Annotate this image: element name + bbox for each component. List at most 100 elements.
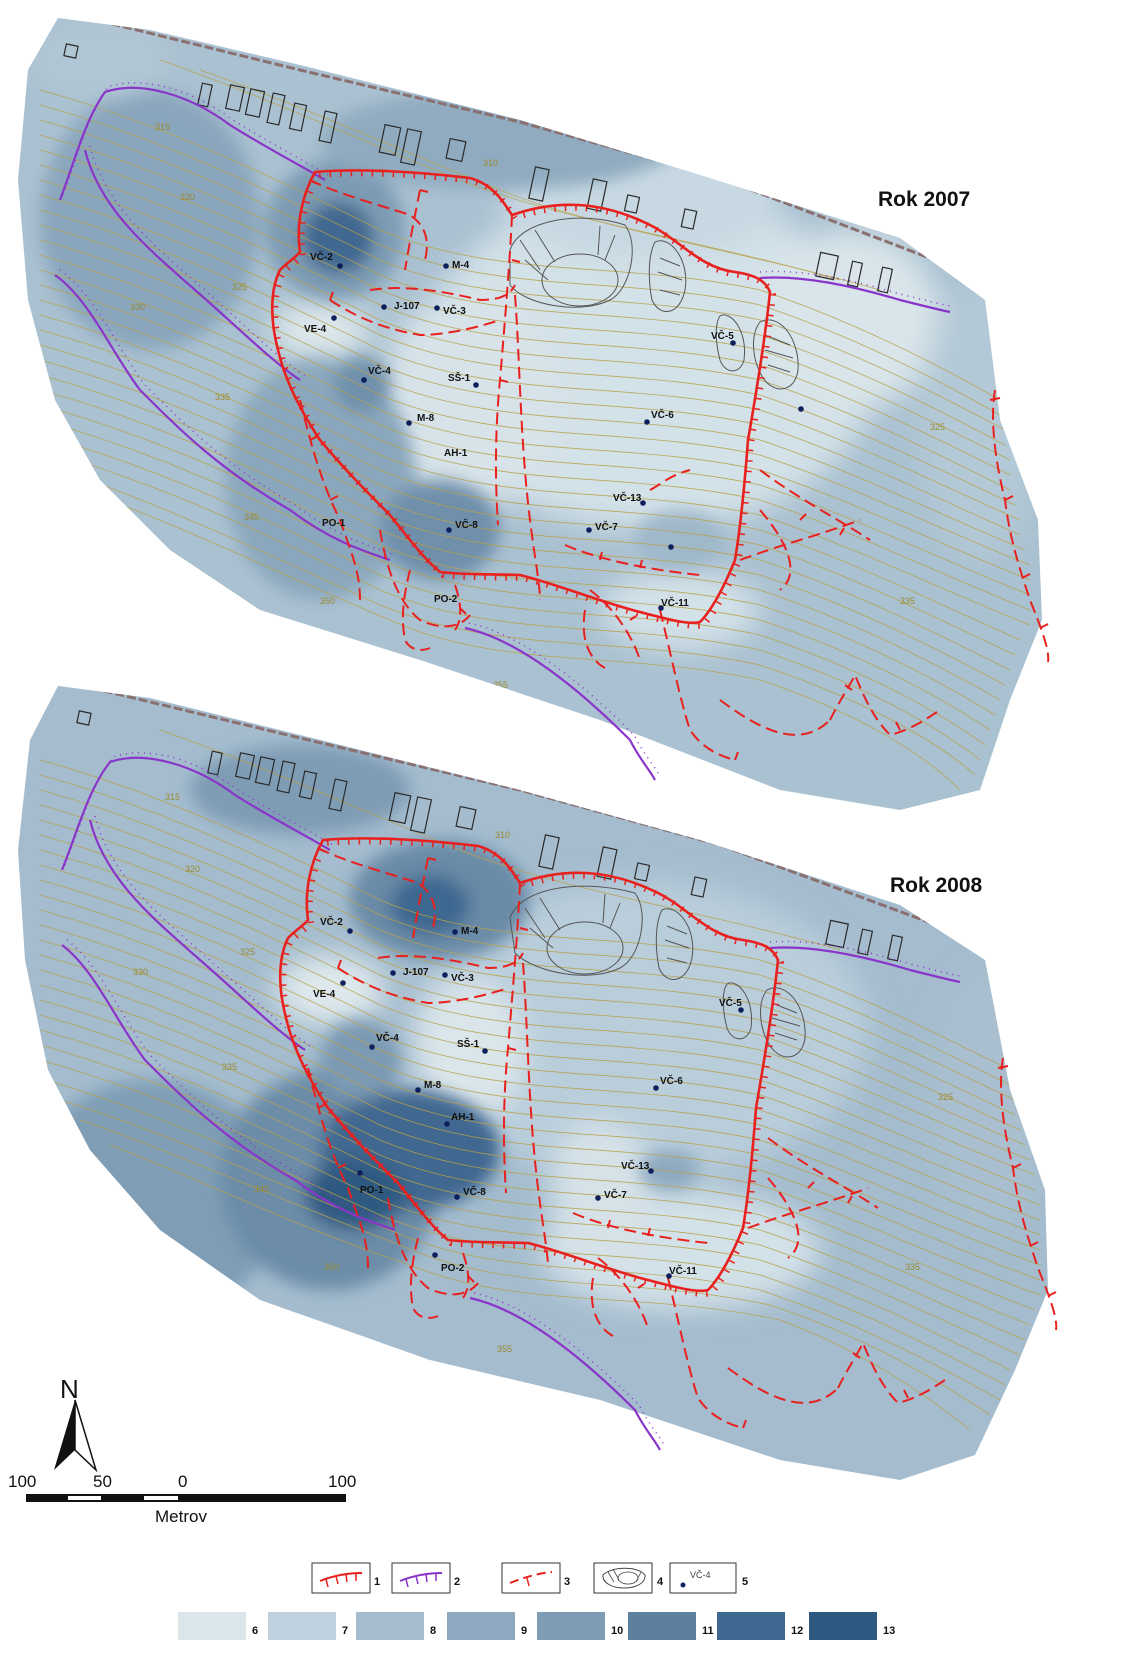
north-label: N [60, 1374, 79, 1404]
well-label: VE-4 [313, 989, 336, 1000]
legend-class-swatch [356, 1612, 424, 1640]
contour-label: 330 [133, 967, 148, 977]
contour-label: 350 [324, 1262, 339, 1272]
legend-class-num: 11 [702, 1625, 714, 1637]
main-scarp-2008 [278, 837, 785, 1297]
well-label: M-4 [461, 926, 479, 937]
well-label: VČ-5 [719, 996, 742, 1009]
well-label: VČ-8 [455, 518, 478, 531]
well-point [444, 1121, 450, 1127]
contour-label: 335 [215, 392, 230, 402]
legend-num: 1 [374, 1576, 380, 1588]
contour-label: 315 [155, 122, 170, 132]
contour-label: 330 [130, 302, 145, 312]
legend-class-swatch [628, 1612, 696, 1640]
contour-lines-2007 [39, 59, 1031, 791]
legend-num: 2 [454, 1576, 460, 1588]
legend-class-num: 10 [611, 1625, 623, 1637]
map-title-2008: Rok 2008 [890, 874, 983, 897]
contour-label: 345 [254, 1184, 269, 1194]
well-label: J-107 [403, 967, 429, 978]
old-scarps-ticks-2007 [59, 82, 951, 776]
scale-tick-label: 100 [328, 1472, 356, 1491]
contour-label: 325 [232, 282, 247, 292]
road-2008 [91, 686, 951, 932]
well-point [666, 1273, 672, 1279]
well-point [331, 315, 337, 321]
well-label: VČ-13 [621, 1159, 650, 1172]
legend-num: 3 [564, 1576, 570, 1588]
contour-label: 350 [320, 596, 335, 606]
well-point [738, 1007, 744, 1013]
collapse-forms-2008 [509, 885, 806, 1058]
well-label: PO-1 [322, 518, 346, 529]
well-label: M-4 [452, 260, 470, 271]
legend-well-sample: VČ-4 [690, 1570, 711, 1580]
contour-label: 335 [222, 1062, 237, 1072]
north-arrow-icon [54, 1400, 75, 1470]
well-label: PO-2 [441, 1263, 465, 1274]
legend-class-swatch [447, 1612, 515, 1640]
well-point [337, 263, 343, 269]
well-label: PO-2 [434, 594, 458, 605]
well-label: VČ-7 [595, 520, 618, 533]
contour-label: 355 [497, 1344, 512, 1354]
contour-label: 325 [930, 422, 945, 432]
well-point [452, 929, 458, 935]
well-label: M-8 [417, 413, 435, 424]
scale-tick-label: 100 [8, 1472, 36, 1491]
contour-label: 310 [483, 158, 498, 168]
well-label: VČ-6 [651, 408, 674, 421]
contour-lines-2008 [39, 729, 1041, 1431]
well-point [434, 305, 440, 311]
well-label: AH-1 [451, 1112, 475, 1123]
main-scarp-2007 [270, 169, 777, 629]
well-point [340, 980, 346, 986]
well-point [357, 1170, 363, 1176]
well-point [482, 1048, 488, 1054]
legend-class-swatch [178, 1612, 246, 1640]
well-label: VČ-8 [463, 1185, 486, 1198]
legend-class-swatch [268, 1612, 336, 1640]
well-point [640, 500, 646, 506]
old-scarps-ticks-2008 [64, 752, 961, 1446]
buildings-2007 [63, 43, 894, 294]
well-label: VČ-2 [310, 250, 333, 263]
map-title-2007: Rok 2007 [878, 188, 970, 211]
contour-label: 355 [493, 680, 508, 690]
well-label: AH-1 [444, 448, 468, 459]
well-label: VČ-11 [661, 596, 689, 609]
legend-num: 4 [657, 1576, 664, 1588]
legend-class-num: 12 [791, 1625, 803, 1637]
legend-class-num: 8 [430, 1625, 436, 1637]
well-point [658, 605, 664, 611]
well-point [454, 1194, 460, 1200]
contour-label: 335 [905, 1262, 920, 1272]
well-point [369, 1044, 375, 1050]
well-label: SŠ-1 [457, 1037, 480, 1050]
well-label: VČ-7 [604, 1188, 627, 1201]
legend-num: 5 [742, 1576, 748, 1588]
well-label: VČ-2 [320, 915, 343, 928]
well-point [653, 1085, 659, 1091]
well-label: VČ-4 [376, 1031, 399, 1044]
contour-label: 345 [244, 512, 259, 522]
well-point [648, 1168, 654, 1174]
wells-2008: VČ-2 M-4 J-107 VČ-3 VE-4 VČ-5 VČ-4 SŠ-1 M-8 VČ-6 A… [313, 915, 744, 1279]
well-point [415, 1087, 421, 1093]
well-point [442, 972, 448, 978]
well-label: VČ-5 [711, 329, 734, 342]
legend-item-main-scarp: 1 [311, 1562, 380, 1594]
well-point [443, 263, 449, 269]
legend-item-well-point: VČ-4 5 [669, 1562, 748, 1594]
well-point [586, 527, 592, 533]
legend-classes: 6 7 8 9 10 11 12 13 [178, 1612, 895, 1640]
well-point [595, 1195, 601, 1201]
well-label: VČ-11 [669, 1264, 697, 1277]
legend-class-swatch [537, 1612, 605, 1640]
legend-symbols: 1 2 3 4 VČ-4 5 [311, 1562, 748, 1594]
well-label: J-107 [394, 301, 420, 312]
legend-item-crack-line: 3 [501, 1562, 570, 1594]
legend-item-old-scarp: 2 [391, 1562, 460, 1594]
well-label: SŠ-1 [448, 371, 471, 384]
